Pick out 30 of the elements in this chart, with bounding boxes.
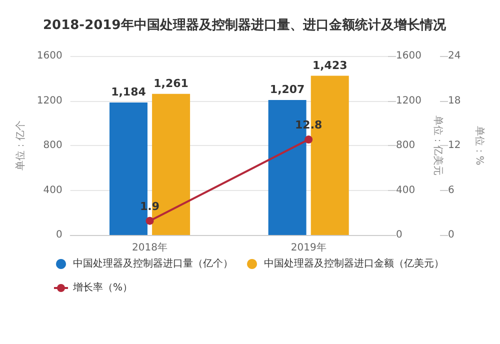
legend-label: 中国处理器及控制器进口金额（亿美元） [264,258,444,270]
y2-tick-label: 400 [396,184,416,196]
chart-title: 2018-2019年中国处理器及控制器进口量、进口金额统计及增长情况 [43,17,447,33]
x-tick-label: 2019年 [290,242,326,254]
data-label: 1,184 [111,86,146,99]
y-axis-title: 单位：亿个 [14,120,26,170]
y2-tick-label: 800 [396,140,416,151]
y3-tick-label: 0 [448,230,454,240]
y3-tick-label: 18 [448,95,461,106]
y3-tick-label: 24 [448,50,461,62]
legend-label: 增长率（%） [72,282,133,294]
data-label: 1,423 [312,58,348,72]
y-tick-label: 1600 [36,50,62,62]
y3-tick-label: 12 [448,140,461,151]
y-tick-label: 1200 [36,95,62,106]
y-tick-label: 400 [43,184,62,196]
y3-tick-label: 6 [448,184,454,196]
y2-tick-label: 1200 [396,95,422,106]
y-tick-label: 0 [56,230,62,240]
data-label: 1.9 [140,200,160,213]
y2-axis-title: 单位：亿美元 [432,116,444,176]
y2-tick-label: 0 [396,230,402,240]
data-label: 1,207 [270,82,305,96]
x-tick-label: 2018年 [132,242,168,254]
y3-axis-title: 单位：% [474,126,486,166]
y-tick-label: 800 [43,140,62,151]
y2-tick-label: 1600 [396,50,422,62]
legend-label: 中国处理器及控制器进口量（亿个） [73,258,233,270]
data-label: 1,261 [154,76,188,90]
data-label: 12.8 [295,118,322,132]
